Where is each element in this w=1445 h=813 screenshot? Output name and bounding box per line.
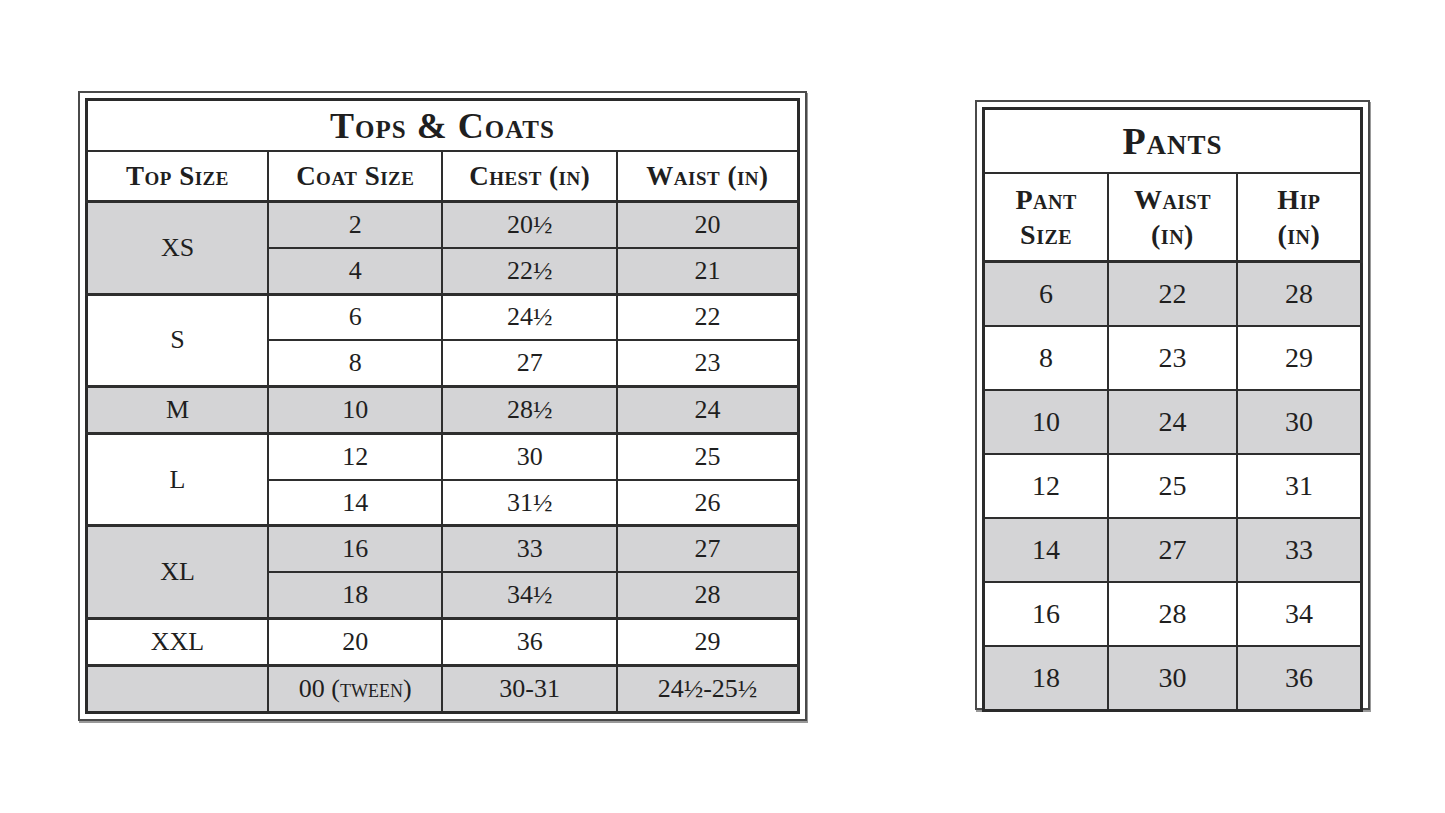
value-cell: 30 (1108, 646, 1237, 711)
top-size-cell: XS (87, 202, 269, 295)
tops-coats-table: Tops & Coats Top SizeCoat SizeChest (in)… (85, 98, 800, 714)
value-cell: 12 (984, 454, 1109, 518)
value-cell: 2 (268, 202, 442, 248)
pants-title-row: Pants (984, 109, 1362, 174)
pants-frame: Pants Pant SizeWaist (in)Hip (in) 622288… (975, 100, 1370, 710)
tops-coats-title: Tops & Coats (87, 100, 799, 152)
value-cell: 34½ (442, 572, 616, 618)
pants-header-row: Pant SizeWaist (in)Hip (in) (984, 173, 1362, 262)
value-cell: 33 (442, 526, 616, 572)
value-cell: 25 (617, 433, 799, 479)
column-header-0: Pant Size (984, 173, 1109, 262)
value-cell: 8 (268, 340, 442, 386)
tops-coats-title-row: Tops & Coats (87, 100, 799, 152)
value-cell: 26 (617, 480, 799, 526)
value-cell: 14 (984, 518, 1109, 582)
value-cell: 29 (617, 618, 799, 665)
value-cell: 12 (268, 433, 442, 479)
value-cell: 10 (268, 387, 442, 434)
value-cell: 22½ (442, 248, 616, 294)
column-header-2: Chest (in) (442, 151, 616, 202)
top-size-cell: XL (87, 526, 269, 619)
table-row: 00 (tween)30-3124½-25½ (87, 665, 799, 712)
value-cell: 31½ (442, 480, 616, 526)
value-cell: 23 (1108, 326, 1237, 390)
table-row: XL163327 (87, 526, 799, 572)
value-cell: 24 (1108, 390, 1237, 454)
top-size-cell (87, 665, 269, 712)
table-row: 122531 (984, 454, 1362, 518)
table-row: S624½22 (87, 294, 799, 340)
tops-coats-frame: Tops & Coats Top SizeCoat SizeChest (in)… (78, 91, 807, 721)
value-cell: 20 (268, 618, 442, 665)
value-cell: 00 (tween) (268, 665, 442, 712)
value-cell: 31 (1237, 454, 1362, 518)
table-row: L123025 (87, 433, 799, 479)
column-header-1: Coat Size (268, 151, 442, 202)
value-cell: 25 (1108, 454, 1237, 518)
table-row: M1028½24 (87, 387, 799, 434)
table-row: 142733 (984, 518, 1362, 582)
value-cell: 30-31 (442, 665, 616, 712)
table-row: 162834 (984, 582, 1362, 646)
value-cell: 33 (1237, 518, 1362, 582)
table-row: 183036 (984, 646, 1362, 711)
value-cell: 18 (984, 646, 1109, 711)
value-cell: 10 (984, 390, 1109, 454)
value-cell: 8 (984, 326, 1109, 390)
tops-coats-header-row: Top SizeCoat SizeChest (in)Waist (in) (87, 151, 799, 202)
top-size-cell: L (87, 433, 269, 526)
value-cell: 30 (1237, 390, 1362, 454)
value-cell: 27 (442, 340, 616, 386)
value-cell: 36 (1237, 646, 1362, 711)
value-cell: 24 (617, 387, 799, 434)
value-cell: 29 (1237, 326, 1362, 390)
value-cell: 28 (1237, 262, 1362, 327)
value-cell: 6 (984, 262, 1109, 327)
value-cell: 27 (617, 526, 799, 572)
value-cell: 24½ (442, 294, 616, 340)
value-cell: 34 (1237, 582, 1362, 646)
value-cell: 16 (984, 582, 1109, 646)
value-cell: 4 (268, 248, 442, 294)
value-cell: 28 (617, 572, 799, 618)
value-cell: 20½ (442, 202, 616, 248)
value-cell: 23 (617, 340, 799, 386)
column-header-1: Waist (in) (1108, 173, 1237, 262)
value-cell: 22 (1108, 262, 1237, 327)
column-header-0: Top Size (87, 151, 269, 202)
value-cell: 28½ (442, 387, 616, 434)
value-cell: 30 (442, 433, 616, 479)
pants-body: 6222882329102430122531142733162834183036 (984, 262, 1362, 711)
value-cell: 24½-25½ (617, 665, 799, 712)
table-row: 82329 (984, 326, 1362, 390)
top-size-cell: S (87, 294, 269, 387)
table-row: XS220½20 (87, 202, 799, 248)
pants-title: Pants (984, 109, 1362, 174)
value-cell: 18 (268, 572, 442, 618)
value-cell: 22 (617, 294, 799, 340)
value-cell: 20 (617, 202, 799, 248)
table-row: 102430 (984, 390, 1362, 454)
value-cell: 36 (442, 618, 616, 665)
tops-coats-body: XS220½20422½21S624½2282723M1028½24L12302… (87, 202, 799, 713)
column-header-3: Waist (in) (617, 151, 799, 202)
column-header-2: Hip (in) (1237, 173, 1362, 262)
pants-table: Pants Pant SizeWaist (in)Hip (in) 622288… (982, 107, 1363, 712)
top-size-cell: XXL (87, 618, 269, 665)
value-cell: 21 (617, 248, 799, 294)
value-cell: 14 (268, 480, 442, 526)
table-row: 62228 (984, 262, 1362, 327)
size-chart-page: Tops & Coats Top SizeCoat SizeChest (in)… (0, 0, 1445, 813)
value-cell: 28 (1108, 582, 1237, 646)
value-cell: 6 (268, 294, 442, 340)
table-row: XXL203629 (87, 618, 799, 665)
top-size-cell: M (87, 387, 269, 434)
value-cell: 27 (1108, 518, 1237, 582)
value-cell: 16 (268, 526, 442, 572)
